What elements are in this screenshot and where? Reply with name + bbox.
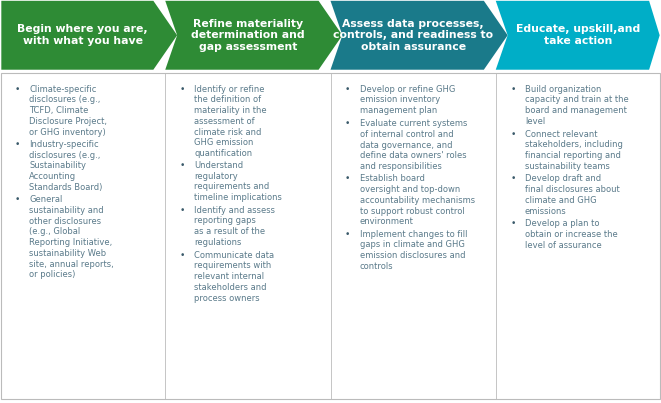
Polygon shape [330, 1, 508, 70]
Text: •: • [510, 219, 516, 229]
Polygon shape [165, 1, 342, 70]
Text: •: • [345, 174, 350, 183]
Text: •: • [15, 85, 20, 93]
Text: Refine materiality
determination and
gap assessment: Refine materiality determination and gap… [191, 19, 305, 52]
Polygon shape [496, 1, 660, 70]
Bar [1, 73, 660, 399]
Text: •: • [345, 119, 350, 128]
Text: •: • [180, 206, 185, 215]
Text: General
sustainability and
other disclosures
(e.g., Global
Reporting Initiative,: General sustainability and other disclos… [29, 195, 114, 280]
Text: Evaluate current systems
of internal control and
data governance, and
define dat: Evaluate current systems of internal con… [360, 119, 467, 171]
Text: •: • [510, 174, 516, 183]
Text: Establish board
oversight and top-down
accountability mechanisms
to support robu: Establish board oversight and top-down a… [360, 174, 475, 226]
Text: •: • [510, 85, 516, 93]
Text: Connect relevant
stakeholders, including
financial reporting and
sustainability : Connect relevant stakeholders, including… [525, 129, 623, 171]
Text: Develop draft and
final disclosures about
climate and GHG
emissions: Develop draft and final disclosures abou… [525, 174, 619, 216]
Text: Identify or refine
the definition of
materiality in the
assessment of
climate ri: Identify or refine the definition of mat… [194, 85, 267, 158]
Text: Communicate data
requirements with
relevant internal
stakeholders and
process ow: Communicate data requirements with relev… [194, 251, 274, 303]
Text: •: • [180, 161, 185, 170]
Text: Implement changes to fill
gaps in climate and GHG
emission disclosures and
contr: Implement changes to fill gaps in climat… [360, 230, 467, 271]
Text: •: • [180, 251, 185, 260]
Text: Develop a plan to
obtain or increase the
level of assurance: Develop a plan to obtain or increase the… [525, 219, 617, 250]
Polygon shape [1, 1, 177, 70]
Text: Understand
regulatory
requirements and
timeline implications: Understand regulatory requirements and t… [194, 161, 282, 202]
Text: •: • [15, 140, 20, 149]
Text: •: • [345, 230, 350, 239]
Text: •: • [510, 129, 516, 139]
Text: Begin where you are,
with what you have: Begin where you are, with what you have [17, 25, 148, 46]
Text: Identify and assess
reporting gaps
as a result of the
regulations: Identify and assess reporting gaps as a … [194, 206, 276, 247]
Text: Educate, upskill,and
take action: Educate, upskill,and take action [516, 25, 641, 46]
Text: Industry-specific
disclosures (e.g.,
Sustainability
Accounting
Standards Board): Industry-specific disclosures (e.g., Sus… [29, 140, 102, 192]
Text: Assess data processes,
controls, and readiness to
obtain assurance: Assess data processes, controls, and rea… [333, 19, 493, 52]
Text: •: • [345, 85, 350, 93]
Text: •: • [180, 85, 185, 93]
Text: •: • [15, 195, 20, 204]
Text: Build organization
capacity and train at the
board and management
level: Build organization capacity and train at… [525, 85, 629, 126]
Text: Climate-specific
disclosures (e.g.,
TCFD, Climate
Disclosure Project,
or GHG inv: Climate-specific disclosures (e.g., TCFD… [29, 85, 107, 137]
Text: Develop or refine GHG
emission inventory
management plan: Develop or refine GHG emission inventory… [360, 85, 455, 115]
